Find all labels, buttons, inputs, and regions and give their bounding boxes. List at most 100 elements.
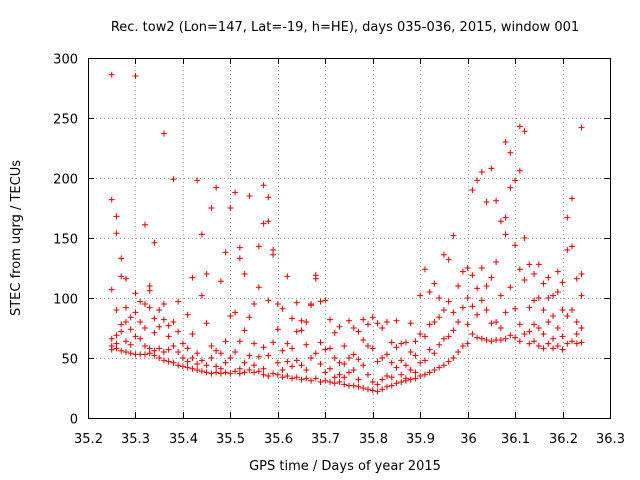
x-tick-label: 35.7: [311, 432, 340, 447]
data-point: [194, 367, 201, 373]
data-point: [284, 340, 291, 347]
data-point: [478, 169, 485, 175]
data-point: [327, 379, 334, 385]
data-point: [132, 309, 139, 316]
data-point: [141, 301, 148, 307]
data-point: [360, 385, 367, 391]
data-point: [554, 343, 561, 349]
data-point: [132, 73, 139, 79]
data-point: [369, 345, 376, 352]
data-point: [573, 275, 580, 282]
data-point: [559, 333, 566, 340]
x-tick-label: 35.4: [169, 432, 198, 447]
data-point: [146, 304, 153, 311]
data-point: [137, 319, 144, 325]
data-point: [436, 314, 443, 321]
data-point: [141, 351, 148, 358]
data-point: [336, 323, 343, 330]
data-point: [531, 297, 538, 304]
data-point: [122, 349, 129, 355]
data-point: [317, 339, 324, 346]
data-point: [251, 362, 258, 369]
data-point: [303, 341, 310, 348]
data-point: [241, 369, 248, 376]
data-point: [483, 283, 490, 289]
data-point: [507, 284, 514, 291]
data-point: [189, 274, 196, 281]
data-point: [165, 358, 172, 365]
data-point: [493, 259, 500, 265]
data-point: [493, 319, 500, 325]
data-point: [279, 367, 286, 373]
data-point: [137, 298, 144, 305]
data-point: [308, 377, 315, 384]
data-point: [108, 335, 115, 342]
data-point: [346, 355, 352, 361]
data-point: [364, 371, 371, 378]
data-point: [436, 341, 443, 348]
data-point: [236, 338, 243, 345]
data-point: [564, 340, 571, 347]
data-point: [327, 345, 334, 352]
data-point: [122, 319, 129, 325]
y-axis-label: STEC from uqrg / TECUs: [9, 160, 24, 316]
data-point: [246, 367, 253, 373]
data-point: [222, 249, 229, 256]
data-point: [369, 379, 376, 385]
data-point: [284, 373, 291, 379]
data-point: [298, 317, 305, 324]
data-point: [364, 343, 371, 349]
data-point: [502, 231, 509, 238]
data-point: [160, 357, 167, 364]
data-point: [350, 351, 357, 358]
data-point: [502, 335, 509, 342]
data-point: [512, 242, 519, 249]
data-point: [398, 340, 405, 347]
data-point: [469, 303, 476, 310]
data-point: [251, 369, 258, 376]
data-point: [478, 335, 485, 342]
data-point: [198, 292, 205, 299]
data-point: [421, 333, 428, 340]
data-point: [550, 345, 557, 352]
data-point: [388, 339, 395, 346]
data-point: [113, 345, 120, 352]
data-point: [355, 383, 362, 390]
data-point: [450, 309, 457, 316]
data-point: [412, 375, 419, 382]
data-point: [175, 328, 182, 335]
data-point: [535, 261, 542, 268]
data-point: [160, 316, 167, 323]
data-point: [459, 268, 466, 275]
data-point: [402, 339, 409, 346]
data-point: [175, 298, 182, 305]
data-point: [203, 362, 210, 369]
data-point: [132, 333, 139, 340]
data-point: [289, 315, 296, 322]
data-points: [108, 71, 585, 395]
data-point: [578, 124, 585, 131]
data-point: [464, 295, 471, 301]
data-point: [151, 329, 158, 336]
data-point: [407, 376, 414, 383]
data-point: [127, 350, 134, 357]
data-point: [232, 368, 239, 375]
data-point: [108, 346, 115, 353]
data-point: [270, 251, 277, 258]
data-point: [450, 355, 457, 361]
data-point: [445, 358, 452, 365]
data-point: [265, 352, 272, 359]
data-point: [360, 337, 367, 343]
data-point: [488, 165, 495, 172]
data-point: [270, 339, 277, 346]
data-point: [379, 355, 386, 361]
data-point: [194, 361, 201, 367]
data-point: [383, 373, 390, 379]
data-point: [374, 320, 381, 327]
data-point: [569, 195, 576, 202]
data-point: [407, 320, 414, 327]
data-point: [331, 329, 338, 336]
data-point: [360, 362, 367, 369]
data-point: [531, 338, 538, 345]
